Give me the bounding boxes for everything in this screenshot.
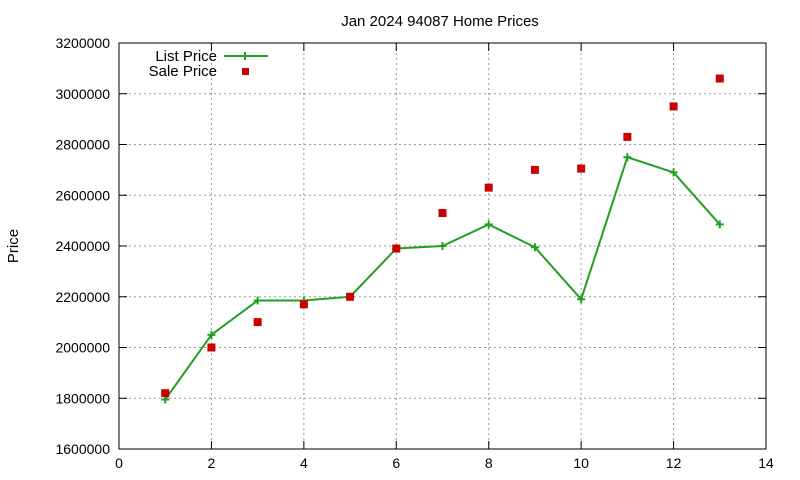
sale-price-point bbox=[392, 244, 401, 253]
sale-price-point bbox=[623, 132, 632, 141]
y-tick-label: 2400000 bbox=[55, 238, 110, 254]
legend-label-sale-price: Sale Price bbox=[149, 63, 217, 80]
sale-price-point bbox=[438, 209, 447, 218]
sale-price-point bbox=[253, 318, 262, 327]
tick-layer: 0 2 4 6 8 10 12 14 1600000 1800000 2000000 2200000 2… bbox=[55, 35, 774, 471]
chart-title: Jan 2024 94087 Home Prices bbox=[341, 13, 539, 30]
x-tick-label: 14 bbox=[758, 455, 774, 471]
sale-price-point bbox=[669, 102, 678, 111]
list-price-point bbox=[623, 153, 632, 162]
y-axis-label: Price bbox=[5, 229, 22, 263]
list-price-point bbox=[253, 296, 262, 305]
list-price-point bbox=[207, 330, 216, 339]
y-tick-label: 2800000 bbox=[55, 137, 110, 153]
list-price-point bbox=[438, 242, 447, 250]
sale-price-point bbox=[577, 164, 586, 173]
sale-price-point bbox=[207, 343, 216, 352]
x-tick-label: 6 bbox=[392, 455, 400, 471]
y-tick-label: 1800000 bbox=[55, 390, 110, 406]
legend-marker-sale-price bbox=[242, 68, 249, 75]
x-tick-label: 0 bbox=[115, 455, 123, 471]
legend: List Price Sale Price bbox=[149, 48, 268, 80]
list-price-point bbox=[669, 168, 678, 177]
y-tick-label: 2200000 bbox=[55, 289, 110, 305]
list-price-point bbox=[484, 220, 493, 229]
x-tick-label: 8 bbox=[485, 455, 493, 471]
sale-price-point bbox=[715, 74, 724, 83]
sale-price-point bbox=[299, 300, 308, 309]
x-tick-label: 12 bbox=[666, 455, 682, 471]
list-price-point bbox=[715, 220, 724, 229]
legend-marker-list-price bbox=[241, 52, 249, 60]
x-tick-label: 10 bbox=[573, 455, 589, 471]
series-line-list-price bbox=[164, 156, 721, 401]
sale-price-point bbox=[346, 292, 355, 301]
y-tick-label: 1600000 bbox=[55, 441, 110, 457]
legend-label-list-price: List Price bbox=[155, 48, 217, 65]
list-price-point bbox=[530, 243, 539, 252]
x-tick-label: 2 bbox=[208, 455, 216, 471]
y-tick-label: 2000000 bbox=[55, 340, 110, 356]
sale-price-point bbox=[484, 183, 493, 192]
list-price-point bbox=[577, 295, 586, 304]
x-tick-label: 4 bbox=[300, 455, 308, 471]
series-layer bbox=[161, 74, 724, 404]
y-tick-label: 2600000 bbox=[55, 187, 110, 203]
sale-price-point bbox=[530, 165, 539, 174]
sale-price-point bbox=[161, 389, 170, 398]
y-tick-label: 3200000 bbox=[55, 35, 110, 51]
y-tick-label: 3000000 bbox=[55, 86, 110, 102]
